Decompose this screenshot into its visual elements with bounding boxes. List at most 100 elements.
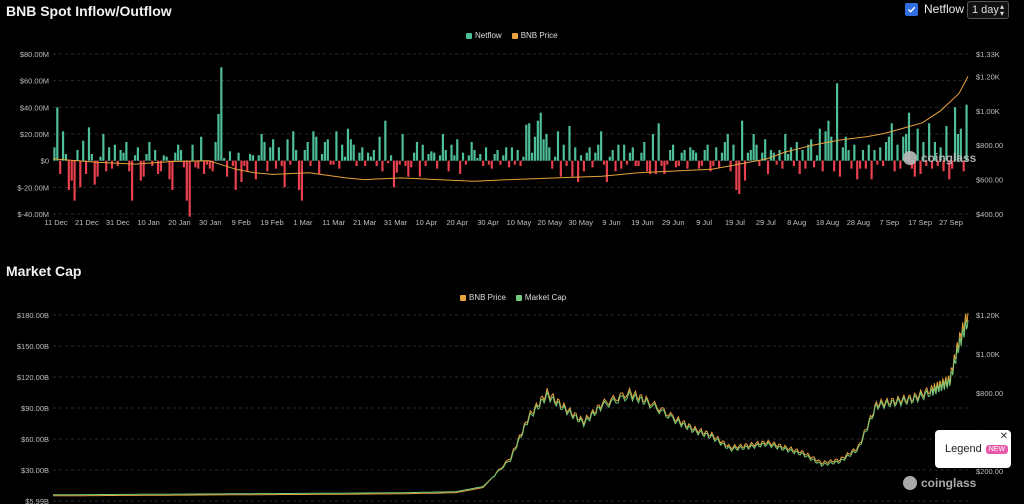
legend-bottom: BNB Price Market Cap bbox=[460, 293, 566, 302]
netflow-bar bbox=[205, 160, 209, 165]
netflow-bar bbox=[965, 104, 968, 161]
x-tick-label: 19 Feb bbox=[260, 218, 283, 227]
netflow-bar bbox=[925, 160, 928, 166]
netflow-bar bbox=[758, 160, 761, 166]
netflow-bar bbox=[522, 156, 525, 161]
netflow-bar bbox=[789, 147, 793, 161]
netflow-bar bbox=[315, 136, 318, 161]
x-tick-label: 27 Sep bbox=[939, 218, 963, 227]
netflow-bar bbox=[847, 150, 850, 161]
netflow-bar bbox=[539, 112, 542, 161]
netflow-bar bbox=[318, 160, 321, 174]
netflow-bar bbox=[588, 147, 591, 161]
netflow-bar bbox=[890, 123, 893, 161]
netflow-bar bbox=[456, 139, 459, 161]
netflow-bar bbox=[401, 134, 404, 161]
netflow-bar bbox=[574, 147, 577, 161]
netflow-bar bbox=[108, 147, 111, 161]
netflow-bar bbox=[922, 142, 925, 161]
netflow-chart[interactable]: $80.00M $60.00M $40.00M $20.00M $0 $-20.00M $-… bbox=[0, 40, 1024, 280]
netflow-bar bbox=[830, 136, 833, 161]
netflow-bar bbox=[361, 147, 364, 161]
x-tick-label: 11 Dec bbox=[44, 218, 67, 227]
netflow-bar bbox=[640, 152, 643, 161]
market-cap-chart[interactable]: $180.00B $150.00B $120.00B $90.00B $60.00B $3… bbox=[0, 304, 1024, 504]
netflow-bar bbox=[102, 134, 105, 161]
netflow-bar bbox=[812, 160, 816, 168]
x-tick-label: 17 Sep bbox=[908, 218, 932, 227]
close-icon[interactable]: ✕ bbox=[999, 431, 1008, 442]
netflow-bar bbox=[459, 160, 462, 174]
x-tick-label: 8 Aug bbox=[787, 218, 806, 227]
netflow-bar bbox=[87, 127, 91, 161]
netflow-bar bbox=[614, 160, 617, 172]
netflow-bar bbox=[476, 158, 479, 161]
netflow-bar bbox=[188, 160, 191, 217]
legend-item-bnb-price-2[interactable]: BNB Price bbox=[460, 293, 506, 302]
interval-select[interactable]: 1 day ▴ ▾ bbox=[967, 1, 1009, 19]
netflow-bar bbox=[185, 160, 188, 201]
netflow-bar bbox=[64, 154, 68, 161]
netflow-bar bbox=[493, 154, 496, 161]
netflow-bar bbox=[735, 160, 738, 190]
netflow-bar bbox=[953, 107, 957, 161]
checkbox-checked-icon[interactable] bbox=[905, 2, 918, 16]
page-title-inflow-outflow: BNB Spot Inflow/Outflow bbox=[6, 3, 172, 19]
netflow-bar bbox=[775, 160, 778, 165]
netflow-bar bbox=[84, 160, 88, 174]
y-tick-label: $5.99B bbox=[25, 497, 49, 504]
x-tick-label: 20 Jan bbox=[168, 218, 191, 227]
y-tick-label: $20.00M bbox=[20, 130, 49, 139]
x-tick-label: 30 Jan bbox=[199, 218, 222, 227]
netflow-bar bbox=[646, 160, 649, 172]
netflow-bar bbox=[959, 128, 962, 161]
netflow-bar bbox=[464, 160, 467, 165]
netflow-bar bbox=[295, 150, 298, 161]
netflow-bar bbox=[623, 144, 626, 161]
netflow-bar bbox=[257, 155, 260, 161]
netflow-bar bbox=[300, 160, 303, 201]
netflow-bar bbox=[148, 142, 151, 161]
market-cap-line bbox=[53, 320, 969, 496]
netflow-bar bbox=[105, 160, 108, 172]
netflow-bar bbox=[197, 160, 200, 169]
x-tick-label: 21 Dec bbox=[75, 218, 99, 227]
netflow-bar bbox=[660, 160, 663, 166]
netflow-bar bbox=[490, 160, 493, 169]
netflow-bar bbox=[479, 154, 482, 161]
netflow-toggle[interactable]: Netflow bbox=[905, 2, 964, 16]
netflow-bar bbox=[746, 152, 749, 161]
netflow-bar bbox=[272, 139, 275, 161]
netflow-bar bbox=[438, 155, 442, 161]
y-right-tick-label: $1.00K bbox=[976, 107, 1000, 116]
legend-item-market-cap[interactable]: Market Cap bbox=[515, 293, 566, 302]
netflow-bar bbox=[234, 160, 237, 190]
netflow-bar bbox=[306, 142, 309, 161]
marketcap-swatch-icon bbox=[515, 294, 522, 301]
netflow-bar bbox=[61, 131, 65, 161]
netflow-bar bbox=[225, 160, 229, 177]
x-tick-label: 9 Feb bbox=[232, 218, 251, 227]
netflow-bar bbox=[346, 128, 350, 161]
netflow-bar bbox=[715, 147, 718, 161]
netflow-bar bbox=[133, 155, 137, 161]
netflow-bar bbox=[381, 160, 384, 172]
netflow-bar bbox=[726, 134, 729, 161]
netflow-bar bbox=[246, 160, 249, 172]
legend-popup[interactable]: Legend NEW ✕ bbox=[935, 430, 1011, 468]
netflow-bar bbox=[79, 160, 82, 188]
x-tick-label: 9 Jun bbox=[602, 218, 620, 227]
x-tick-label: 30 May bbox=[568, 218, 593, 227]
netflow-bar bbox=[962, 160, 965, 172]
coinglass-logo-icon bbox=[903, 151, 917, 165]
legend-item-bnb-price[interactable]: BNB Price bbox=[511, 31, 558, 40]
netflow-bar bbox=[249, 154, 252, 161]
y-tick-label: $90.00B bbox=[21, 404, 49, 413]
netflow-bar bbox=[876, 160, 879, 165]
netflow-bar bbox=[499, 160, 502, 165]
netflow-bar bbox=[807, 144, 810, 161]
netflow-bar bbox=[887, 136, 890, 161]
y-right-tick-label: $800.00 bbox=[976, 389, 1003, 398]
netflow-bar bbox=[945, 126, 948, 161]
legend-item-netflow[interactable]: Netflow bbox=[466, 31, 502, 40]
